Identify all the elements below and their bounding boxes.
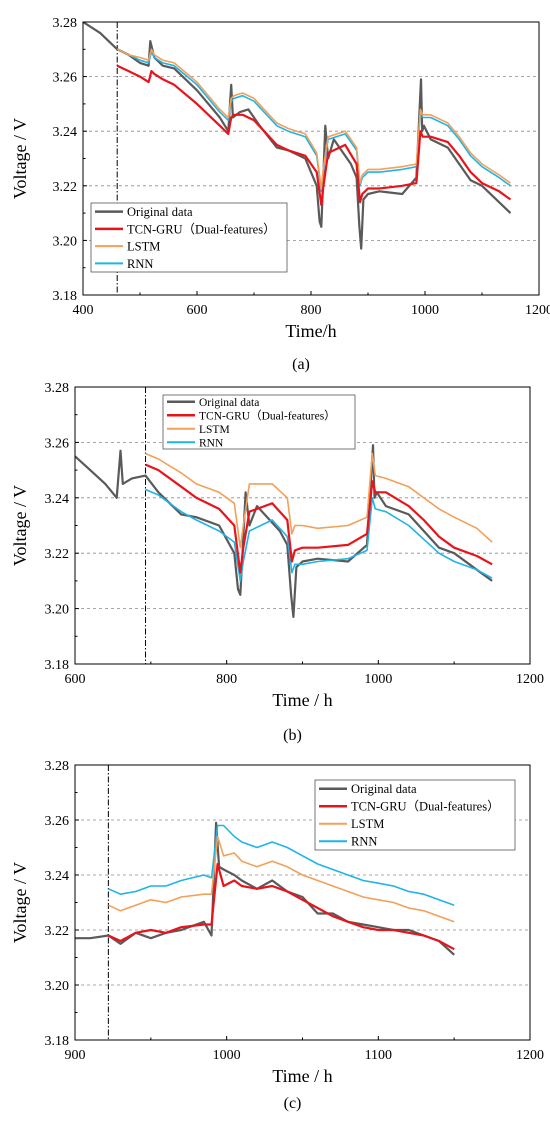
legend-label: RNN bbox=[351, 835, 377, 849]
y-tick-label: 3.24 bbox=[45, 869, 70, 884]
series-line-original bbox=[75, 444, 493, 619]
y-tick-label: 3.18 bbox=[53, 289, 78, 304]
y-axis-title: Voltage / V bbox=[10, 485, 30, 566]
x-tick-label: 400 bbox=[73, 303, 94, 318]
legend-label: LSTM bbox=[199, 424, 230, 436]
legend-label: LSTM bbox=[351, 817, 384, 831]
panel-label: (b) bbox=[283, 727, 302, 744]
legend-box bbox=[90, 202, 288, 273]
legend-box bbox=[162, 394, 356, 450]
y-tick-label: 3.20 bbox=[53, 234, 78, 249]
series-line-tcn_gru bbox=[116, 64, 512, 206]
y-tick-label: 3.28 bbox=[45, 381, 70, 396]
y-axis-title: Voltage / V bbox=[10, 862, 30, 943]
y-tick-label: 3.20 bbox=[45, 979, 70, 994]
legend-label: RNN bbox=[199, 437, 224, 449]
legend-label: RNN bbox=[127, 257, 153, 271]
x-tick-label: 1200 bbox=[516, 672, 544, 687]
series-line-rnn bbox=[108, 824, 455, 906]
legend-label: Original data bbox=[199, 397, 259, 409]
y-tick-label: 3.22 bbox=[53, 180, 78, 195]
y-tick-label: 3.22 bbox=[45, 547, 70, 562]
legend-label: Original data bbox=[127, 205, 193, 219]
series-line-lstm bbox=[108, 835, 455, 923]
panel-label: (c) bbox=[284, 1095, 302, 1112]
x-tick-label: 1000 bbox=[411, 303, 439, 318]
x-tick-label: 600 bbox=[187, 303, 208, 318]
x-tick-label: 800 bbox=[216, 672, 237, 687]
series-line-rnn bbox=[116, 48, 511, 193]
y-tick-label: 3.26 bbox=[45, 436, 70, 451]
y-tick-label: 3.26 bbox=[45, 814, 70, 829]
series-line-original bbox=[75, 821, 455, 956]
chart-panel-1: 3.18 3.20 3.22 3.24 3.26 3.28 400 600 800 1000 120… bbox=[10, 16, 550, 373]
y-tick-label: 3.18 bbox=[45, 1034, 70, 1049]
chart-panel-2: 3.18 3.20 3.22 3.24 3.26 3.28 600 800 1000 1200 Ti… bbox=[10, 381, 544, 744]
panel-label: (a) bbox=[292, 356, 310, 373]
legend-box bbox=[314, 779, 516, 851]
x-tick-label: 1000 bbox=[364, 672, 392, 687]
legend-label: TCN-GRU（Dual-features） bbox=[199, 409, 336, 422]
series-line-tcn_gru bbox=[145, 463, 493, 574]
y-tick-label: 3.28 bbox=[53, 16, 78, 31]
y-tick-label: 3.20 bbox=[45, 603, 70, 618]
y-tick-label: 3.28 bbox=[45, 759, 70, 774]
x-tick-label: 800 bbox=[301, 303, 322, 318]
y-tick-label: 3.18 bbox=[45, 658, 70, 673]
legend-label: TCN-GRU（Dual-features） bbox=[127, 222, 276, 236]
y-tick-label: 3.24 bbox=[45, 492, 70, 507]
series-line-tcn_gru bbox=[107, 862, 455, 951]
x-tick-label: 600 bbox=[65, 672, 86, 687]
y-tick-label: 3.22 bbox=[45, 924, 70, 939]
series-line-lstm bbox=[145, 452, 493, 549]
chart-panel-3: 3.18 3.20 3.22 3.24 3.26 3.28 900 1000 1100 1200 T… bbox=[10, 759, 544, 1112]
legend-label: Original data bbox=[351, 782, 417, 796]
x-tick-label: 1200 bbox=[516, 1048, 544, 1063]
legend-label: LSTM bbox=[127, 240, 160, 254]
x-tick-label: 900 bbox=[65, 1048, 86, 1063]
y-tick-label: 3.24 bbox=[53, 125, 78, 140]
y-axis-title: Voltage / V bbox=[10, 118, 30, 199]
x-axis-title: Time / h bbox=[272, 690, 332, 710]
legend-label: TCN-GRU（Dual-features） bbox=[351, 800, 500, 814]
series-line-rnn bbox=[145, 488, 493, 582]
y-tick-label: 3.26 bbox=[53, 71, 78, 86]
x-axis-title: Time / h bbox=[272, 1066, 332, 1086]
x-tick-label: 1200 bbox=[525, 303, 550, 318]
x-tick-label: 1000 bbox=[213, 1048, 241, 1063]
series-line-original bbox=[83, 22, 512, 250]
x-axis-title: Time/h bbox=[285, 321, 336, 341]
x-tick-label: 1100 bbox=[365, 1048, 392, 1063]
series-line-lstm bbox=[116, 48, 511, 190]
